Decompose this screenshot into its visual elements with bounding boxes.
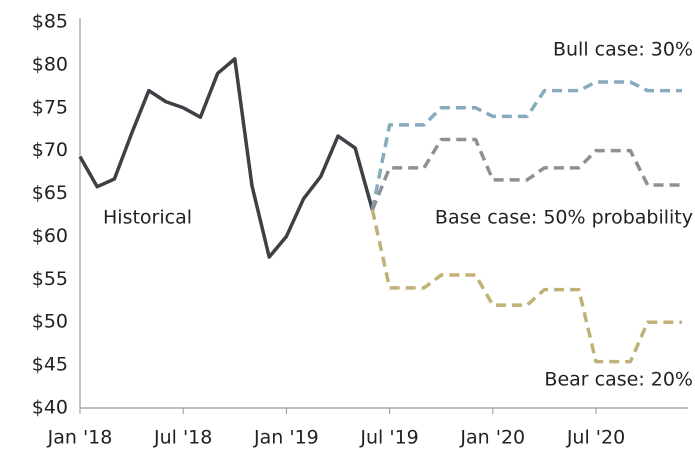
series-label: Bull case: 30% [553,39,693,61]
series-line [370,209,682,364]
x-tick-label: Jul '19 [359,427,418,449]
y-tick-label: $80 [32,53,68,75]
y-tick-label: $60 [32,225,68,247]
y-tick-label: $75 [32,96,68,118]
series-label: Historical [103,207,192,229]
x-tick-label: Jul '18 [153,427,212,449]
x-tick-label: Jan '20 [459,427,525,449]
series-label: Base case: 50% probability [435,207,693,229]
series-line [78,57,375,259]
y-tick-label: $50 [32,311,68,333]
series-line [370,80,682,211]
series-line [370,137,682,211]
x-tick-label: Jan '18 [47,427,113,449]
y-tick-label: $40 [32,397,68,419]
x-tick-label: Jul '20 [566,427,625,449]
y-tick-label: $70 [32,139,68,161]
x-tick-label: Jan '19 [253,427,319,449]
y-tick-label: $65 [32,182,68,204]
y-tick-label: $85 [32,11,68,33]
y-tick-label: $45 [32,354,68,376]
y-tick-label: $55 [32,268,68,290]
series-label: Bear case: 20% [544,369,693,391]
